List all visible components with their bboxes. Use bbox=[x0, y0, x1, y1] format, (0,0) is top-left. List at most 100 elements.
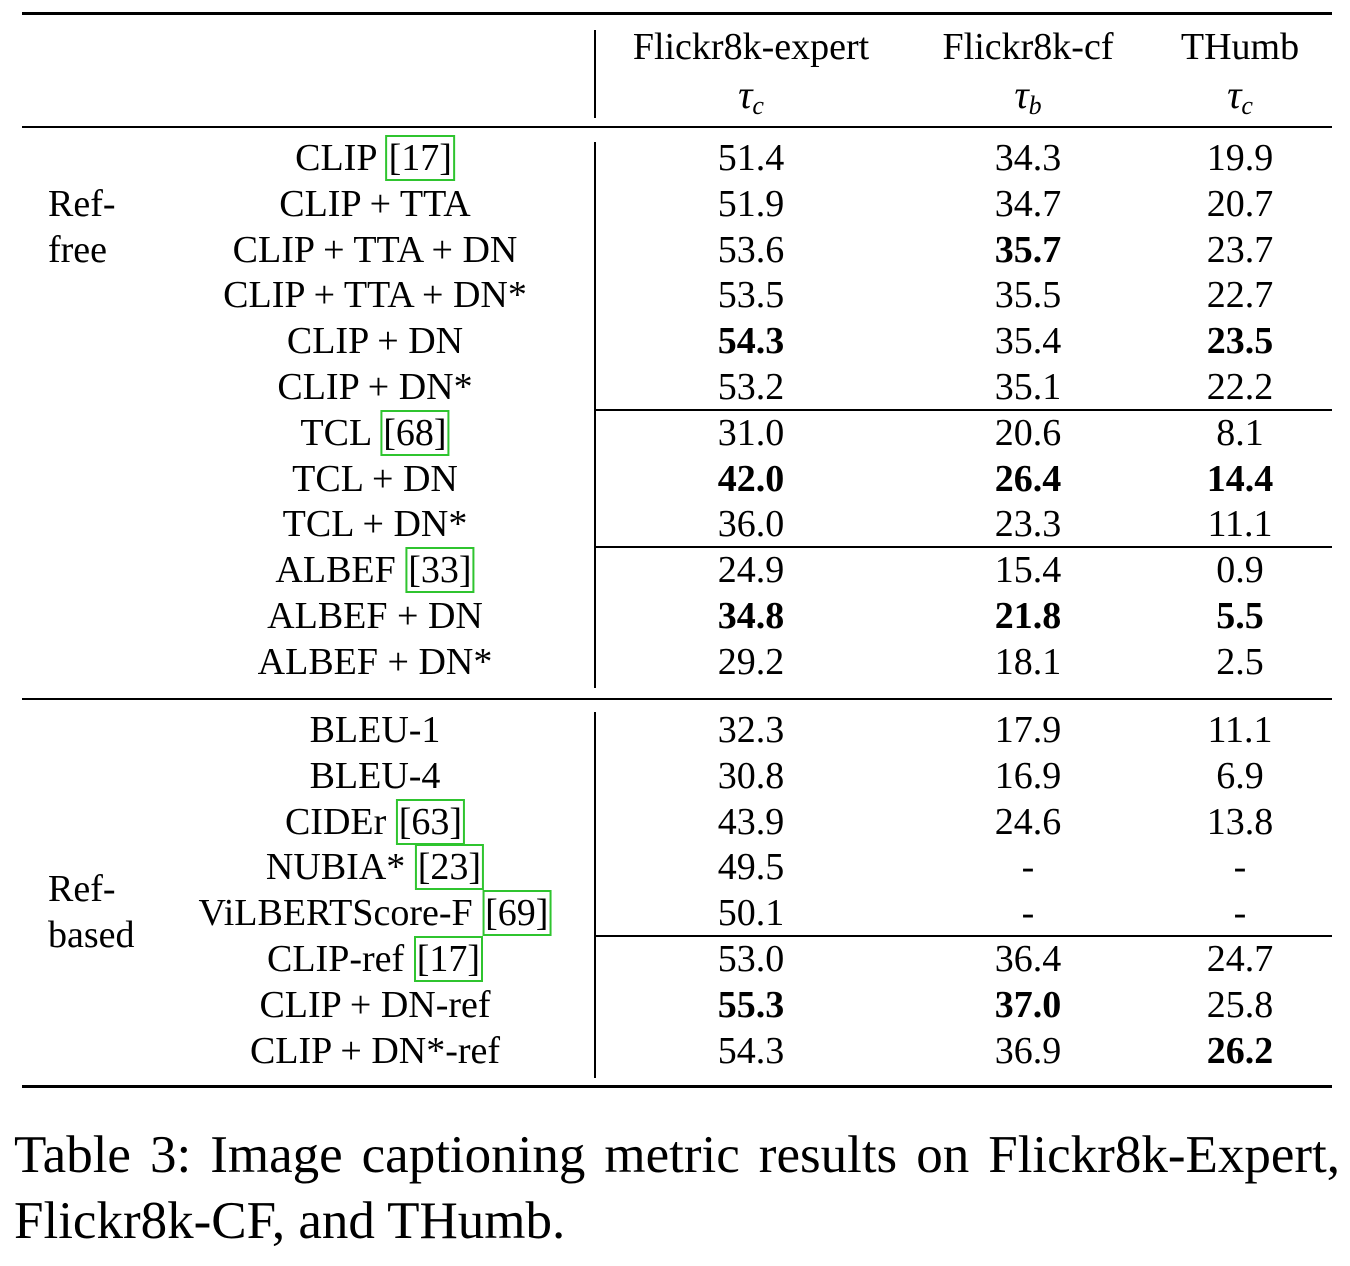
cell-value: 13.8 bbox=[1206, 800, 1274, 843]
bottom-rule bbox=[22, 1085, 1332, 1088]
symbol-subscript: b bbox=[1028, 91, 1042, 120]
cell-value: 5.5 bbox=[1216, 595, 1264, 637]
cell-value: 43.9 bbox=[717, 800, 785, 843]
cell-value: 23.7 bbox=[1206, 228, 1274, 271]
method-name: TCL [68] bbox=[300, 409, 450, 456]
method-name: ALBEF + DN* bbox=[258, 643, 493, 681]
method-name: CLIP + DN* bbox=[277, 368, 472, 406]
cell-value: 15.4 bbox=[994, 549, 1062, 592]
citation: [17] bbox=[385, 135, 455, 181]
column-symbol: τc bbox=[738, 75, 764, 119]
cell-value: 8.1 bbox=[1216, 411, 1264, 454]
cell-value: 35.4 bbox=[994, 320, 1062, 363]
cell-value: 2.5 bbox=[1216, 640, 1264, 683]
method-name: TCL + DN bbox=[292, 460, 458, 498]
method: CLIP + DN-ref bbox=[259, 983, 491, 1026]
column-header: THumb bbox=[1180, 26, 1300, 68]
cell-value: 34.3 bbox=[994, 137, 1062, 179]
citation: [63] bbox=[395, 798, 466, 845]
symbol-subscript: c bbox=[1241, 91, 1253, 120]
citation: [69] bbox=[482, 890, 552, 937]
column-divider bbox=[594, 30, 596, 118]
group-label-line: free bbox=[48, 229, 108, 271]
cell-value: 22.7 bbox=[1206, 274, 1274, 317]
citation: [23] bbox=[414, 844, 485, 891]
cell-value: 50.1 bbox=[717, 892, 785, 935]
cell-value: 55.3 bbox=[717, 983, 785, 1026]
cell-value: 36.4 bbox=[994, 938, 1062, 980]
cell-value: 53.2 bbox=[717, 366, 785, 408]
method-name: TCL + DN* bbox=[283, 505, 468, 543]
cell-value: 35.1 bbox=[994, 366, 1062, 408]
method: ALBEF + DN bbox=[267, 595, 483, 637]
cell-value: - bbox=[1021, 846, 1035, 889]
method-name: CLIP + DN*-ref bbox=[250, 1032, 500, 1070]
cell-value: 26.2 bbox=[1206, 1029, 1274, 1072]
column-header: Flickr8k-expert bbox=[632, 26, 870, 68]
cell-value: 35.7 bbox=[994, 228, 1062, 271]
cell-value: 25.8 bbox=[1206, 983, 1274, 1026]
cell-value: 34.8 bbox=[717, 595, 785, 637]
symbol: τ bbox=[1014, 72, 1029, 117]
method-name: BLEU-4 bbox=[310, 757, 441, 795]
method-name: CLIP + TTA + DN* bbox=[223, 276, 527, 314]
cell-value: 11.1 bbox=[1207, 503, 1273, 546]
column-symbol: τb bbox=[1014, 75, 1041, 119]
cell-value: 21.8 bbox=[994, 595, 1062, 637]
cell-value: - bbox=[1021, 892, 1035, 935]
method: CLIP + DN bbox=[286, 320, 464, 363]
column-divider bbox=[594, 712, 596, 1078]
method-name: NUBIA* [23] bbox=[265, 844, 485, 891]
method: TCL bbox=[300, 411, 371, 454]
cell-value: 36.9 bbox=[994, 1029, 1062, 1072]
cell-value: 24.9 bbox=[717, 549, 785, 592]
cell-value: 26.4 bbox=[994, 457, 1062, 500]
cell-value: 34.7 bbox=[994, 182, 1062, 225]
method: CLIP + DN*-ref bbox=[249, 1029, 501, 1072]
citation: [33] bbox=[405, 547, 475, 594]
cell-value: 53.0 bbox=[717, 938, 785, 980]
method: CLIP bbox=[295, 137, 377, 179]
cell-value: 23.5 bbox=[1206, 320, 1274, 363]
cell-value: 35.5 bbox=[994, 274, 1062, 317]
method-name: CIDEr [63] bbox=[285, 798, 466, 845]
cell-value: 24.7 bbox=[1206, 938, 1274, 980]
citation: [17] bbox=[413, 936, 483, 982]
header-rule bbox=[22, 126, 1332, 128]
method-name: CLIP + TTA + DN bbox=[233, 231, 518, 269]
cell-value: 42.0 bbox=[717, 457, 785, 500]
cell-value: 32.3 bbox=[717, 709, 785, 751]
column-symbol: τc bbox=[1227, 75, 1253, 119]
cell-value: - bbox=[1233, 846, 1247, 889]
cell-value: 36.0 bbox=[717, 503, 785, 546]
cell-value: 54.3 bbox=[717, 320, 785, 363]
cell-value: 6.9 bbox=[1216, 754, 1264, 797]
method: BLEU-1 bbox=[309, 709, 441, 751]
method: NUBIA* bbox=[265, 846, 406, 889]
symbol: τ bbox=[738, 72, 753, 117]
method: CLIP + TTA bbox=[279, 182, 471, 225]
cell-value: 29.2 bbox=[717, 640, 785, 683]
cell-value: 22.2 bbox=[1206, 366, 1274, 408]
method-name: CLIP + DN bbox=[287, 322, 463, 360]
group-label-line: based bbox=[48, 914, 135, 956]
method-name: CLIP + DN-ref bbox=[259, 986, 490, 1024]
cell-value: 37.0 bbox=[994, 983, 1062, 1026]
group-label-line: Ref- bbox=[48, 868, 116, 910]
method-name: ALBEF [33] bbox=[275, 547, 475, 594]
group-label: Ref-based bbox=[48, 866, 135, 958]
cell-value: 54.3 bbox=[717, 1029, 785, 1072]
cell-value: 51.4 bbox=[717, 137, 785, 179]
cell-value: 17.9 bbox=[994, 709, 1062, 751]
method: BLEU-4 bbox=[309, 754, 441, 797]
cell-value: 19.9 bbox=[1206, 137, 1274, 179]
method: CLIP + TTA + DN* bbox=[223, 274, 527, 317]
cell-value: 18.1 bbox=[994, 640, 1062, 683]
symbol-subscript: c bbox=[752, 91, 764, 120]
cell-value: 23.3 bbox=[994, 503, 1062, 546]
method: ALBEF + DN* bbox=[257, 640, 493, 683]
cell-value: 51.9 bbox=[717, 182, 785, 225]
column-divider bbox=[594, 142, 596, 688]
symbol: τ bbox=[1227, 72, 1242, 117]
